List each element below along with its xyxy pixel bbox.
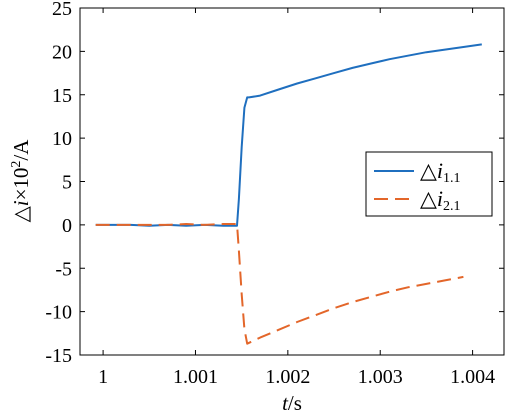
x-tick-label: 1.004 — [450, 366, 495, 388]
y-tick-label: -10 — [45, 302, 72, 324]
y-tick-label: 25 — [52, 0, 72, 20]
legend-label-2-italic: i — [437, 186, 443, 211]
y-axis-title-prefix: △ — [9, 205, 33, 222]
x-axis-title-italic: t — [282, 391, 289, 415]
y-tick-labels: -15 -10 -5 0 5 10 15 20 25 — [45, 0, 72, 367]
legend: △i1.1 △i2.1 — [365, 151, 493, 217]
y-axis-title-italic: i — [9, 200, 33, 206]
legend-label-1-symbol: △ — [420, 158, 437, 183]
y-tick-label: -15 — [45, 345, 72, 367]
x-tick-label: 1 — [98, 366, 108, 388]
y-tick-label: 0 — [62, 215, 72, 237]
y-tick-label: 15 — [52, 85, 72, 107]
x-tick-label: 1.001 — [173, 366, 218, 388]
y-axis-title: △i×102/A — [9, 139, 33, 223]
x-axis-title-unit: /s — [288, 391, 302, 415]
legend-label-series-2: △i2.1 — [420, 186, 461, 214]
y-tick-label: 20 — [52, 41, 72, 63]
legend-label-2-symbol: △ — [420, 186, 437, 211]
series-line-1 — [95, 43, 482, 227]
legend-label-2-sub: 2.1 — [443, 199, 461, 214]
series-line-2 — [95, 223, 464, 345]
y-tick-label: 10 — [52, 128, 72, 150]
x-tick-label: 1.003 — [358, 366, 403, 388]
legend-label-series-1: △i1.1 — [420, 158, 461, 186]
y-tick-label: -5 — [55, 258, 72, 280]
plot-series — [95, 43, 482, 345]
legend-label-1-sub: 1.1 — [443, 171, 461, 186]
y-axis-title-unit: /A — [9, 139, 33, 161]
axis-ticks — [80, 7, 504, 356]
legend-label-1-italic: i — [437, 158, 443, 183]
x-tick-labels: 1 1.001 1.002 1.003 1.004 — [98, 366, 495, 388]
y-axis-title-mid: ×10 — [9, 168, 33, 201]
x-tick-label: 1.002 — [265, 366, 310, 388]
y-tick-label: 5 — [62, 172, 72, 194]
y-axis-title-sup: 2 — [9, 161, 24, 168]
x-axis-title: t/s — [282, 391, 302, 415]
legend-box — [365, 151, 493, 217]
